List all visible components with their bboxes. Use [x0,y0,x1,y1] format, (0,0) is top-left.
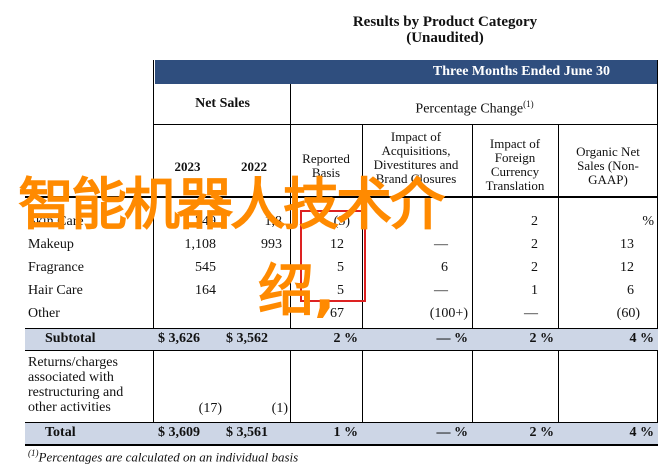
header-rule [25,196,658,198]
cell-2023: 545 [195,260,216,275]
net-sales-header: Net Sales [195,96,250,111]
total-label: Total [45,425,76,440]
total-band [25,422,658,444]
cell-reported: (5) [333,214,350,229]
cell-2023: 1,749 [184,214,217,229]
subtotal-fx: 2 % [529,331,555,346]
period-header: Three Months Ended June 30 [155,60,658,84]
cell-reported: 5 [337,260,344,275]
pct-change-header: Percentage Change(1) [292,97,657,117]
period-header-text: Three Months Ended June 30 [432,64,610,79]
subtotal-acq: — % [436,331,469,346]
total-acq: — % [436,425,469,440]
col-2022: 2022 [241,159,267,174]
cell-acq: — [434,237,448,252]
footnote-marker: (1) [28,448,39,458]
total-fx: 2 % [529,425,555,440]
cell-2023: 164 [195,283,216,298]
row-label-makeup: Makeup [28,237,74,252]
grid-line [472,124,473,446]
cell-acq: (100+) [429,306,468,321]
report-title: Results by Product Category [352,14,538,30]
col-foreign-currency: Impact of Foreign Currency Translation [485,136,545,193]
highlight-box [300,210,366,302]
grid-line [558,124,559,446]
cell-organic: % [642,214,654,229]
grid-line [25,328,658,329]
cell-2022: 1,8 [264,214,283,229]
subtotal-label: Subtotal [45,331,96,346]
subtotal-2022: $ 3,562 [226,331,268,346]
row-label-hair-care: Hair Care [28,283,83,298]
cell-2022: 993 [261,237,282,252]
grid-line [25,444,658,446]
col-reported: Reported Basis [302,151,350,180]
grid-line [153,124,658,125]
report-subtitle: (Unaudited) [406,30,484,46]
subtotal-band [25,328,658,350]
returns-2022: (1) [271,401,288,416]
cell-fx: 2 [531,260,538,275]
cell-fx: 1 [531,283,538,298]
cell-fx: — [524,306,538,321]
cell-organic: 12 [620,260,634,275]
returns-label: Returns/charges associated with restruct… [28,355,124,415]
col-organic: Organic Net Sales (Non-GAAP) [576,144,640,187]
total-2022: $ 3,561 [226,425,268,440]
cell-acq: 6 [441,260,448,275]
total-reported: 1 % [333,425,359,440]
footnote: (1)Percentages are calculated on an indi… [28,448,298,465]
overlay-text-line1: 智能机器人技术介 [18,173,445,238]
grid-line [290,84,291,446]
cell-organic: (60) [616,306,640,321]
grid-line [25,350,658,351]
pct-change-label: Percentage Change [415,101,524,117]
cell-reported: 5 [337,283,344,298]
grid-line [153,60,154,446]
total-organic: 4 % [629,425,655,440]
subtotal-2023: $ 3,626 [158,331,200,346]
cell-fx: 2 [531,237,538,252]
total-2023: $ 3,609 [158,425,200,440]
col-2023: 2023 [174,159,201,174]
cell-reported: 67 [330,306,344,321]
row-label-skin-care: Skin Care [28,214,84,229]
subtotal-organic: 4 % [629,331,655,346]
row-label-fragrance: Fragrance [28,260,84,275]
pct-change-footnote-marker: (1) [523,99,534,109]
footnote-text: Percentages are calculated on an individ… [38,449,299,465]
grid-line [362,124,363,446]
grid-line [25,422,658,423]
cell-organic: 6 [627,283,634,298]
cell-organic: 13 [620,237,634,252]
cell-2023: 1,108 [184,237,217,252]
returns-2023: (17) [198,401,222,416]
subtotal-reported: 2 % [333,331,359,346]
cell-fx: 2 [531,214,538,229]
overlay-text-line2: 绍, [258,259,336,324]
col-acquisitions: Impact of Acquisitions, Divestitures and… [373,129,459,186]
cell-reported: 12 [330,237,344,252]
row-label-other: Other [28,306,60,321]
cell-acq: — [434,283,448,298]
